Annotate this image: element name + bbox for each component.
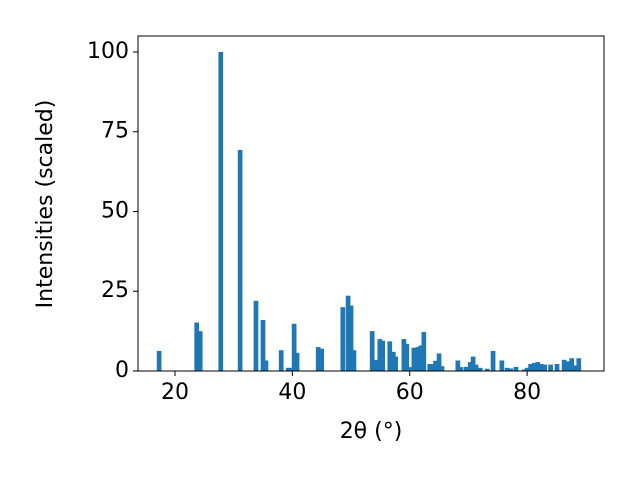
bar [504, 367, 510, 371]
bar [319, 348, 325, 371]
bar [427, 363, 433, 371]
bar [194, 322, 200, 371]
y-tick-label: 75 [101, 119, 129, 144]
y-tick-label: 100 [87, 39, 129, 64]
bar [524, 367, 530, 371]
bar [513, 366, 519, 371]
bar [291, 323, 297, 371]
bar [455, 360, 461, 371]
bar [278, 350, 284, 371]
bar [499, 360, 505, 371]
bar [542, 364, 548, 371]
bar [260, 319, 266, 371]
bar [315, 347, 321, 371]
bar [411, 347, 417, 371]
bar [401, 339, 407, 371]
bar [369, 331, 375, 371]
bar [351, 350, 357, 371]
bar [433, 360, 438, 371]
bar [572, 365, 578, 371]
bar [470, 356, 476, 371]
x-tick-label: 80 [513, 380, 541, 405]
bar [387, 341, 393, 371]
bar [390, 351, 396, 371]
bar [374, 359, 380, 371]
bar [538, 363, 544, 371]
bar [253, 300, 259, 371]
x-tick-label: 60 [396, 380, 424, 405]
x-tick-label: 20 [161, 380, 189, 405]
bar [473, 364, 479, 371]
bar [458, 367, 464, 371]
bar [263, 360, 269, 371]
y-tick-label: 0 [115, 358, 129, 383]
bar [430, 363, 435, 371]
bar [393, 356, 398, 371]
bar [285, 367, 291, 371]
bar [576, 358, 582, 371]
x-axis-label: 2θ (°) [340, 419, 403, 444]
bar [484, 368, 490, 371]
bar [415, 347, 421, 371]
bar [340, 307, 346, 371]
x-tick-label: 40 [278, 380, 306, 405]
y-axis-label: Intensities (scaled) [33, 100, 58, 309]
bar [197, 331, 203, 371]
bar [156, 350, 162, 371]
y-tick-label: 50 [101, 198, 129, 223]
bar [477, 367, 483, 371]
y-tick-label: 25 [101, 278, 129, 303]
bar [508, 368, 514, 371]
bar [408, 367, 414, 371]
bar [535, 362, 541, 371]
bar [377, 339, 383, 371]
bar [237, 149, 243, 371]
bar [380, 340, 386, 371]
bar [439, 366, 445, 371]
bar [294, 352, 300, 371]
bar [348, 305, 354, 371]
bar [531, 363, 537, 371]
bar [528, 363, 533, 371]
bar [565, 361, 570, 371]
bar [521, 369, 527, 371]
bar [463, 366, 469, 371]
bar [218, 51, 224, 371]
bar [467, 362, 473, 371]
bar [554, 363, 560, 371]
bar [404, 343, 410, 371]
bar [345, 295, 351, 371]
bar [418, 345, 424, 371]
bar [436, 353, 442, 371]
bar [561, 359, 567, 371]
plot-frame [137, 35, 605, 372]
bar [490, 350, 496, 371]
bar [548, 364, 553, 371]
bar [421, 332, 427, 371]
bar [569, 358, 575, 371]
